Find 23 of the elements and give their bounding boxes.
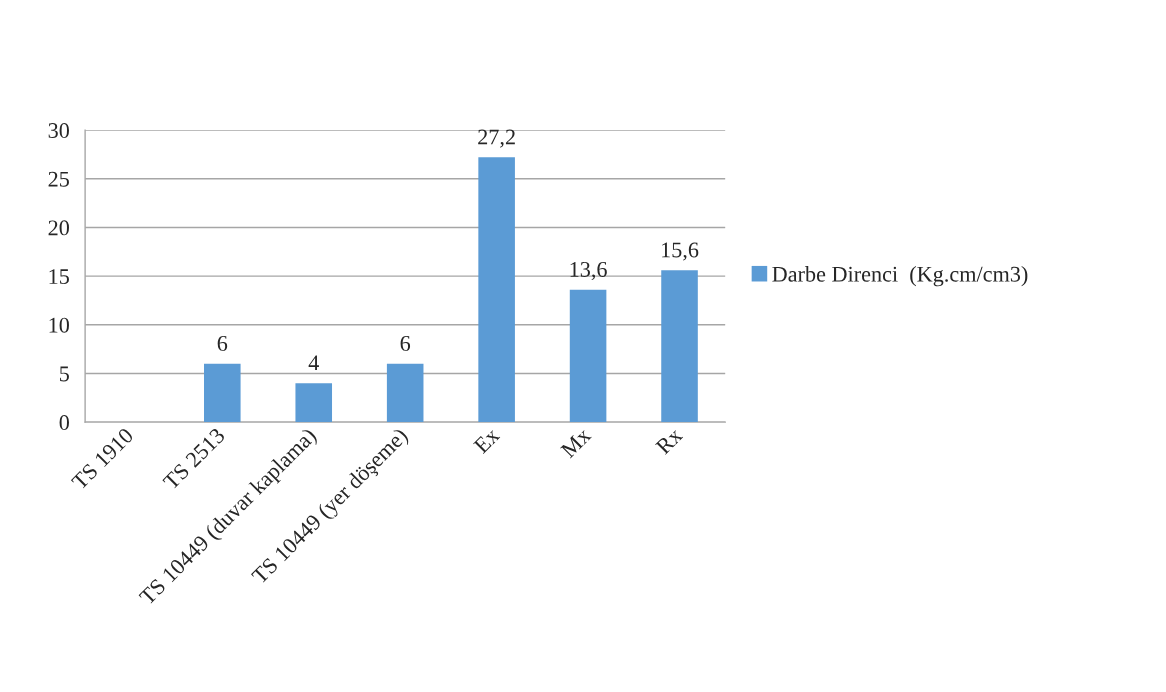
y-tick-label: 25 bbox=[48, 171, 69, 187]
y-tick-label: 5 bbox=[60, 366, 69, 382]
bar bbox=[295, 383, 333, 423]
legend-label: Darbe Direnci (Kg.cm/cm3) bbox=[772, 266, 1028, 287]
y-tick-label: 0 bbox=[59, 415, 69, 431]
x-tick-label: Rx bbox=[655, 426, 684, 455]
bar bbox=[569, 289, 607, 423]
y-tick-label: 10 bbox=[49, 317, 69, 333]
data-label: 6 bbox=[217, 335, 228, 351]
y-tick-label: 20 bbox=[48, 220, 69, 236]
y-tick-label: 30 bbox=[48, 123, 69, 139]
data-label: 4 bbox=[308, 355, 319, 371]
y-tick-label: 15 bbox=[49, 269, 69, 285]
bar bbox=[661, 270, 698, 423]
data-label: 27,2 bbox=[478, 129, 515, 148]
x-tick-label: Mx bbox=[560, 426, 592, 459]
data-label: 15,6 bbox=[662, 242, 699, 261]
bar bbox=[386, 363, 424, 423]
bar bbox=[204, 363, 241, 423]
data-label: 6 bbox=[400, 335, 411, 351]
bar bbox=[478, 157, 515, 423]
data-label: 13,6 bbox=[570, 261, 607, 281]
x-tick-label: Ex bbox=[473, 426, 501, 455]
